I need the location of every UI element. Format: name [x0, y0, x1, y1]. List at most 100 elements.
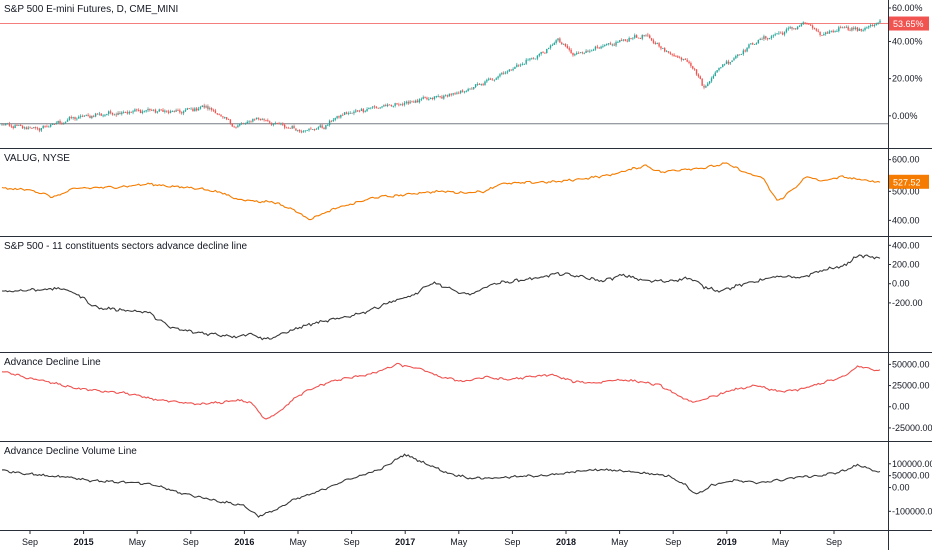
candle-body: [293, 126, 295, 129]
y-tick-label: 40.00%: [892, 36, 923, 46]
candle-body: [469, 88, 471, 90]
candle-body: [759, 38, 761, 40]
candle-body: [257, 117, 260, 119]
candle-body: [360, 109, 363, 111]
x-tick-label: May: [772, 537, 790, 547]
candle-body: [63, 122, 65, 124]
candle-body: [443, 95, 445, 99]
candle-body: [594, 46, 597, 50]
candle-body: [304, 130, 306, 132]
candle-body: [59, 120, 61, 123]
last-value-text: 53.65%: [893, 19, 924, 29]
candle-body: [151, 110, 153, 111]
candle-body: [830, 30, 833, 32]
y-tick-label: 500.00: [892, 186, 920, 196]
candle-body: [778, 32, 780, 34]
candle-body: [272, 124, 275, 126]
candle-body: [527, 59, 529, 61]
x-tick-label: Sep: [665, 537, 681, 547]
candle-body: [592, 49, 595, 51]
candle-body: [699, 76, 701, 79]
candle-body: [542, 51, 544, 53]
candle-body: [521, 63, 524, 65]
candle-body: [386, 104, 389, 106]
candle-body: [862, 30, 864, 31]
candle-body: [182, 111, 185, 114]
candle-body: [735, 56, 737, 59]
candle-body: [336, 116, 338, 119]
candle-body: [179, 110, 181, 113]
x-tick-label: Sep: [826, 537, 842, 547]
candle-body: [250, 121, 252, 123]
candle-body: [458, 92, 460, 94]
candle-body: [143, 111, 145, 113]
candle-body: [20, 124, 22, 126]
candle-body: [240, 123, 243, 125]
candle-body: [557, 38, 559, 41]
panel-title: Advance Decline Line: [4, 357, 101, 368]
candle-body: [534, 58, 537, 60]
candle-body: [645, 34, 647, 36]
x-tick-label: Sep: [504, 537, 520, 547]
candle-body: [781, 33, 784, 35]
candle-body: [190, 108, 192, 110]
candle-body: [285, 127, 288, 129]
candle-body: [529, 58, 531, 60]
candle-body: [604, 44, 606, 46]
panel-title: Advance Decline Volume Line: [4, 446, 137, 457]
candle-body: [791, 27, 793, 29]
candle-body: [549, 45, 552, 48]
candle-body: [673, 54, 675, 57]
candle-body: [536, 55, 539, 59]
candle-body: [244, 123, 247, 125]
candle-body: [289, 127, 291, 129]
y-tick-label: 0.00%: [892, 111, 918, 121]
candle-body: [630, 37, 632, 39]
candle-body: [385, 105, 387, 106]
candle-body: [164, 110, 166, 112]
candle-body: [733, 58, 735, 61]
candle-body: [744, 50, 746, 52]
x-tick-label: May: [129, 537, 147, 547]
candle-body: [751, 43, 754, 45]
candle-body: [686, 59, 688, 62]
candle-body: [390, 105, 393, 106]
candle-body: [78, 116, 80, 119]
candle-body: [44, 125, 46, 127]
candle-body: [793, 28, 795, 30]
candle-body: [727, 61, 730, 64]
candle-body: [669, 52, 672, 54]
candle-body: [461, 90, 464, 92]
candle-body: [362, 109, 365, 112]
candle-body: [111, 112, 114, 115]
candle-body: [242, 123, 245, 125]
candle-body: [23, 127, 26, 129]
candle-body: [591, 50, 593, 52]
y-tick-label: 0.00: [892, 483, 910, 493]
candle-body: [864, 27, 866, 31]
candle-body: [512, 68, 514, 71]
candle-body: [381, 106, 383, 108]
y-tick-label: 50000.00: [892, 471, 930, 481]
candle-body: [866, 27, 868, 29]
candle-body: [21, 125, 24, 129]
candle-body: [514, 66, 516, 69]
candle-body: [12, 126, 14, 129]
candle-body: [873, 24, 876, 27]
candle-body: [780, 32, 782, 34]
candle-body: [117, 112, 119, 116]
candle-body: [237, 125, 239, 128]
candle-body: [652, 40, 655, 43]
candle-body: [768, 38, 771, 40]
candle-body: [501, 72, 503, 75]
candle-body: [93, 115, 95, 117]
candle-body: [615, 42, 617, 46]
y-tick-label: -200.00: [892, 298, 923, 308]
candle-body: [722, 64, 724, 68]
candle-body: [826, 32, 829, 34]
candle-body: [83, 115, 86, 117]
y-tick-label: 0.00: [892, 279, 910, 289]
candle-body: [693, 68, 696, 70]
candle-body: [210, 108, 213, 110]
candle-body: [635, 35, 638, 38]
